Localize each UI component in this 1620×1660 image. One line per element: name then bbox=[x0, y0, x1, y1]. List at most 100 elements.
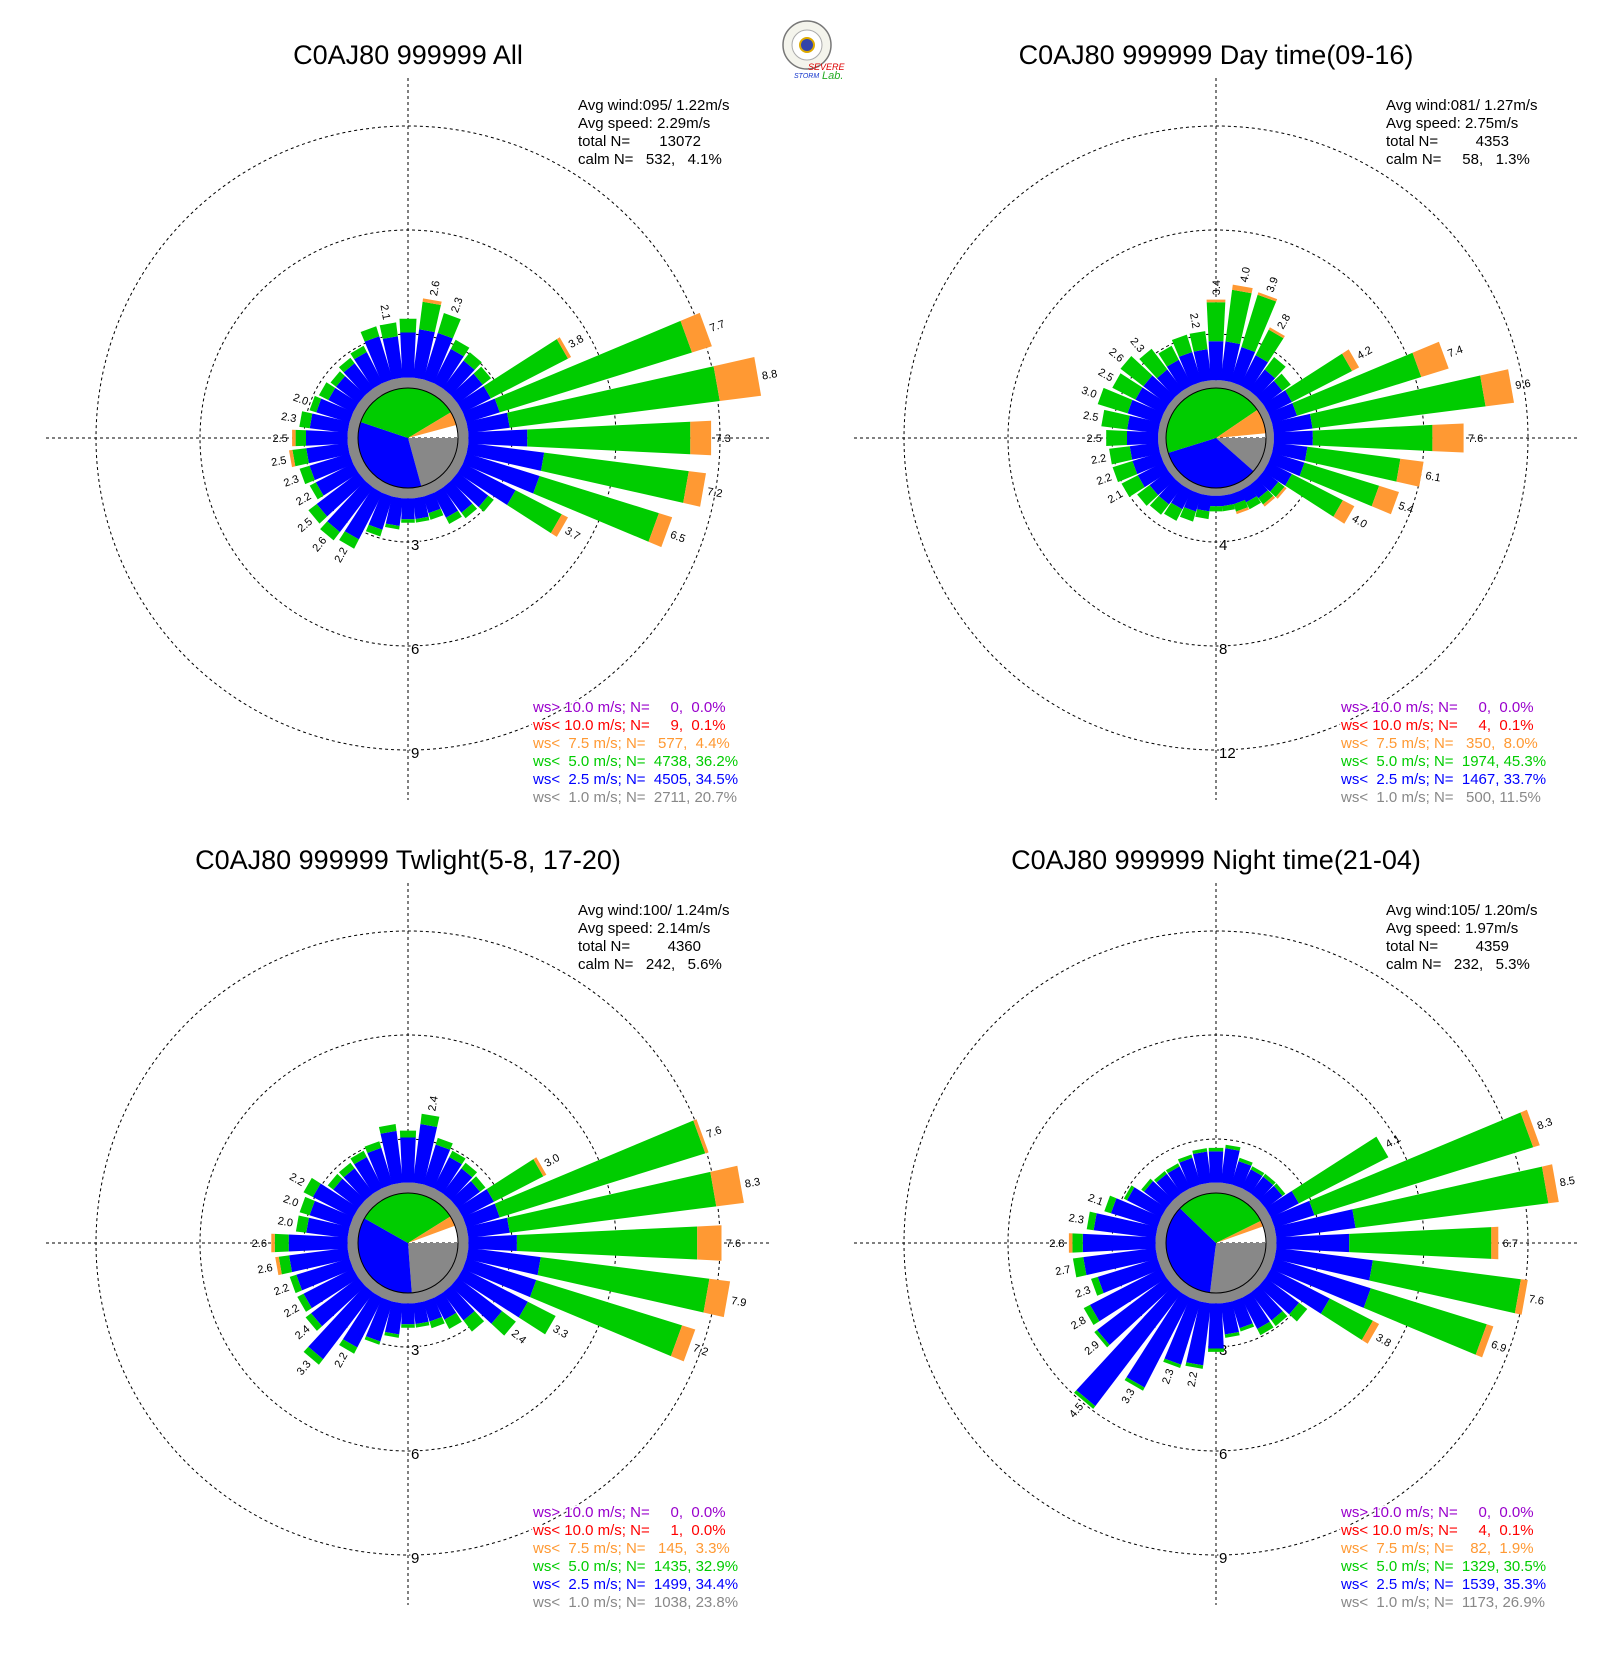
bar-segment bbox=[1257, 292, 1278, 302]
direction-bar-250: 2.3 bbox=[1074, 1255, 1171, 1301]
bar-segment bbox=[1154, 1171, 1167, 1183]
bar-segment bbox=[1089, 1268, 1167, 1322]
bar-total-label: 2.0 bbox=[291, 392, 309, 409]
bar-segment bbox=[344, 487, 383, 540]
bar-segment bbox=[367, 1147, 393, 1189]
bar-segment bbox=[507, 490, 562, 534]
bar-total-label: 2.1 bbox=[1086, 1192, 1104, 1209]
bar-segment bbox=[1255, 329, 1284, 363]
bar-segment bbox=[1220, 1301, 1239, 1335]
bar-segment bbox=[295, 1215, 309, 1233]
bar-segment bbox=[1542, 1164, 1559, 1204]
bar-segment bbox=[1120, 356, 1153, 387]
bar-segment bbox=[1266, 432, 1274, 444]
bar-segment bbox=[1123, 1185, 1135, 1201]
bar-segment bbox=[1068, 1233, 1073, 1253]
bar-segment bbox=[292, 448, 309, 467]
bar-total-label: 3.3 bbox=[295, 1358, 314, 1377]
direction-bar-350 bbox=[1192, 1148, 1213, 1195]
bar-total-label: 7.6 bbox=[726, 1238, 741, 1250]
bar-segment bbox=[457, 1189, 494, 1218]
bar-total-label: 2.6 bbox=[1106, 346, 1125, 365]
bar-segment bbox=[680, 312, 712, 353]
bar-segment bbox=[385, 523, 400, 530]
bar-segment bbox=[1158, 422, 1168, 435]
bar-segment bbox=[308, 1285, 374, 1360]
bar-segment bbox=[289, 1274, 302, 1294]
bar-segment bbox=[1158, 478, 1184, 505]
bar-segment bbox=[1189, 331, 1208, 352]
pie-slice bbox=[1168, 438, 1254, 488]
bar-segment bbox=[1208, 341, 1224, 381]
bar-total-label: 8.3 bbox=[1536, 1116, 1554, 1133]
legend-entry: ws< 10.0 m/s; N= 4, 0.1% bbox=[1340, 1522, 1534, 1539]
bar-segment bbox=[1250, 1166, 1265, 1176]
bar-segment bbox=[354, 1157, 383, 1194]
panel-title: C0AJ80 999999 Twlight(5-8, 17-20) bbox=[195, 845, 621, 875]
panel-title: C0AJ80 999999 Day time(09-16) bbox=[1019, 40, 1414, 70]
direction-bar-180 bbox=[401, 488, 415, 523]
bar-segment bbox=[1289, 1302, 1308, 1322]
bar-segment bbox=[1273, 373, 1291, 391]
bar-segment bbox=[1264, 1226, 1277, 1240]
bar-segment bbox=[442, 360, 475, 396]
ring-label: 6 bbox=[411, 641, 419, 658]
bar-total-label: 8.8 bbox=[761, 368, 778, 382]
bar-segment bbox=[1266, 1237, 1277, 1249]
bar-segment bbox=[1257, 1321, 1274, 1336]
bar-segment bbox=[378, 1124, 397, 1134]
bar-total-label: 2.3 bbox=[1160, 1367, 1177, 1385]
bar-segment bbox=[1272, 413, 1313, 434]
bar-segment bbox=[303, 1177, 321, 1197]
bar-segment bbox=[442, 480, 473, 513]
bar-segment bbox=[450, 339, 470, 357]
bar-segment bbox=[466, 412, 510, 434]
bar-segment bbox=[1127, 431, 1159, 445]
bar-segment bbox=[391, 377, 405, 390]
bar-segment bbox=[697, 1225, 722, 1261]
legend-entry: ws< 5.0 m/s; N= 1329, 30.5% bbox=[1340, 1558, 1546, 1575]
bar-segment bbox=[401, 519, 415, 523]
bar-segment bbox=[463, 1311, 485, 1332]
bar-segment bbox=[423, 1144, 451, 1189]
pie-outline bbox=[357, 387, 459, 489]
bar-total-label: 4.0 bbox=[1239, 266, 1253, 283]
bar-total-label: 5.4 bbox=[1397, 500, 1415, 517]
ring-label: 6 bbox=[411, 1446, 419, 1463]
legend-entry: ws< 1.0 m/s; N= 1173, 26.9% bbox=[1340, 1594, 1545, 1611]
bar-segment bbox=[1171, 334, 1193, 357]
direction-bar-270: 2.5 bbox=[1087, 430, 1166, 446]
pie-slice bbox=[1216, 409, 1266, 438]
bar-total-label: 2.3 bbox=[1074, 1284, 1092, 1301]
stats-line: total N= 13072 bbox=[578, 133, 701, 150]
bar-segment bbox=[1110, 1198, 1162, 1228]
bar-total-label: 2.4 bbox=[426, 1095, 440, 1112]
direction-bar-190 bbox=[1195, 486, 1213, 520]
bar-total-label: 2.5 bbox=[272, 433, 287, 445]
bar-segment bbox=[328, 387, 359, 413]
bar-total-label: 2.6 bbox=[252, 1238, 267, 1250]
bar-segment bbox=[339, 531, 359, 549]
bar-segment bbox=[1101, 409, 1130, 430]
pie-slice bbox=[1166, 1208, 1216, 1293]
bar-segment bbox=[713, 357, 762, 401]
stats-line: Avg wind:095/ 1.22m/s bbox=[578, 97, 729, 114]
direction-bar-90: 6.7 bbox=[1266, 1226, 1518, 1260]
bar-segment bbox=[450, 1277, 503, 1324]
bar-segment bbox=[486, 1159, 544, 1202]
direction-bar-260: 2.5 bbox=[270, 441, 360, 469]
bar-segment bbox=[1263, 1173, 1276, 1186]
bar-segment bbox=[1219, 1182, 1233, 1195]
bar-segment bbox=[1139, 348, 1168, 379]
bar-total-label: 2.4 bbox=[509, 1328, 528, 1347]
bar-total-label: 6.5 bbox=[668, 529, 686, 546]
legend-entry: ws> 10.0 m/s; N= 0, 0.0% bbox=[532, 699, 726, 716]
bar-segment bbox=[296, 1258, 354, 1291]
direction-bar-10: 2.4 bbox=[411, 1095, 441, 1195]
bar-segment bbox=[411, 377, 425, 390]
bar-segment bbox=[1171, 485, 1192, 510]
bar-segment bbox=[453, 412, 467, 426]
direction-bar-0: 3.4 bbox=[1206, 280, 1226, 388]
bar-segment bbox=[1219, 1291, 1233, 1304]
direction-bar-100: 7.9 bbox=[456, 1246, 747, 1318]
